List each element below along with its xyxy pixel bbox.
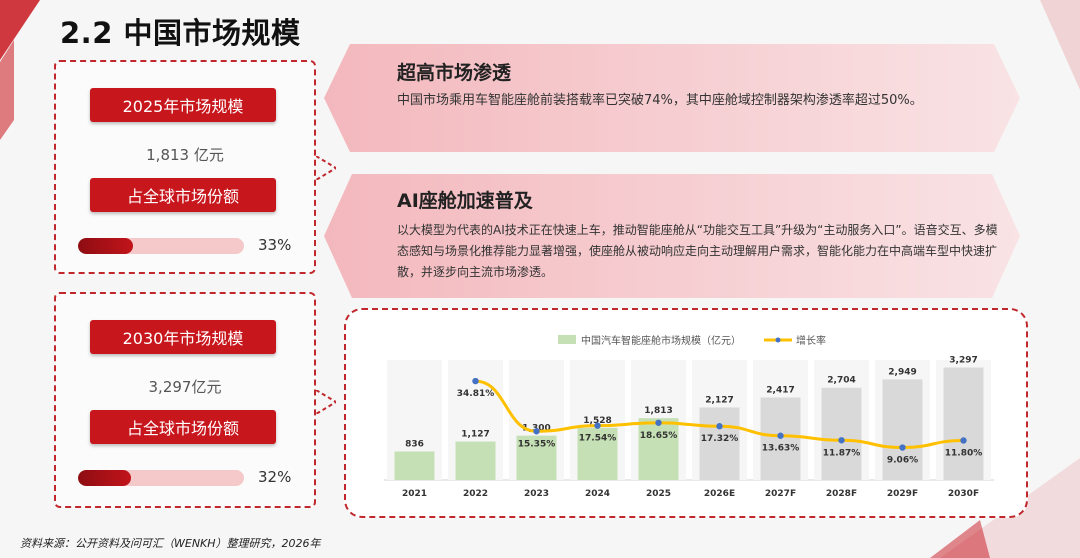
stat-box-2025: 2025年市场规模 1,813 亿元 占全球市场份额 33% — [54, 60, 336, 274]
chart-bar — [821, 387, 862, 480]
chart-growth-label: 13.63% — [762, 444, 800, 454]
chart-growth-label: 11.80% — [945, 448, 983, 458]
market-size-chart: 中国汽车智能座舱市场规模（亿元） 增长率 8361,1271,3001,5281… — [344, 308, 1028, 518]
callout-pointer — [316, 156, 336, 180]
banner-market-penetration: 超高市场渗透 中国市场乘用车智能座舱前装搭载率已突破74%，其中座舱域控制器架构… — [322, 44, 1022, 152]
banner-title: AI座舱加速普及 — [397, 190, 533, 212]
chart-legend: 中国汽车智能座舱市场规模（亿元） 增长率 — [558, 334, 826, 347]
chart-x-tick-label: 2022 — [463, 489, 488, 499]
chart-bar — [577, 427, 618, 480]
chart-growth-point — [594, 422, 601, 429]
chart-x-tick-label: 2025 — [646, 489, 671, 499]
banner-shape — [324, 174, 1020, 298]
chart-growth-label: 17.32% — [701, 434, 739, 444]
chart-x-tick-label: 2024 — [585, 489, 610, 499]
market-size-2030-value: 3,297亿元 — [148, 378, 222, 396]
legend-marker-growth-rate — [775, 337, 781, 343]
chart-bar-value-label: 1,813 — [644, 406, 672, 416]
market-size-2030-label: 2030年市场规模 — [90, 320, 276, 354]
chart-growth-label: 9.06% — [887, 456, 918, 466]
chart-x-tick-label: 2021 — [402, 489, 427, 499]
banner-title: 超高市场渗透 — [397, 62, 512, 84]
source-note: 资料来源：公开资料及问可汇（WENKH）整理研究，2026年 — [20, 537, 321, 550]
market-size-2025-value: 1,813 亿元 — [146, 146, 224, 164]
chart-growth-point — [777, 432, 784, 439]
chart-bar-value-label: 2,127 — [705, 395, 733, 405]
chart-bar-value-label: 1,127 — [461, 430, 489, 440]
chart-x-tick-label: 2023 — [524, 489, 549, 499]
legend-swatch-market-size — [558, 335, 576, 344]
global-share-2030-bar — [78, 470, 244, 486]
chart-growth-label: 15.35% — [518, 439, 556, 449]
chart-growth-label: 11.87% — [823, 448, 861, 458]
chart-growth-point — [899, 444, 906, 451]
chart-bar — [699, 407, 740, 480]
legend-label-growth-rate: 增长率 — [796, 334, 826, 347]
chart-growth-point — [472, 377, 479, 385]
global-share-2025-bar-fill — [78, 238, 133, 254]
chart-x-tick-label: 2029F — [887, 489, 918, 499]
market-size-2025-label: 2025年市场规模 — [90, 88, 276, 122]
page-title: 2.2 中国市场规模 — [60, 16, 301, 50]
chart-canvas: 中国汽车智能座舱市场规模（亿元） 增长率 8361,1271,3001,5281… — [384, 334, 994, 499]
global-share-2030-bar-fill — [78, 470, 132, 486]
chart-bar-value-label: 1,528 — [583, 416, 611, 426]
chart-bar — [455, 441, 496, 480]
chart-x-tick-label: 2026E — [704, 489, 735, 499]
chart-growth-label: 18.65% — [640, 431, 678, 441]
chart-growth-label: 17.54% — [579, 434, 617, 444]
legend-label-market-size: 中国汽车智能座舱市场规模（亿元） — [581, 334, 741, 347]
banner-text: 以大模型为代表的AI技术正在快速上车，推动智能座舱从“功能交互工具”升级为“主动… — [397, 223, 998, 279]
chart-growth-point — [655, 419, 662, 426]
chart-growth-point — [960, 437, 967, 444]
banner-text: 中国市场乘用车智能座舱前装搭载率已突破74%，其中座舱域控制器架构渗透率超过50… — [397, 93, 923, 108]
chart-bar — [394, 451, 435, 480]
callout-pointer — [316, 390, 336, 414]
banner-ai-cockpit: AI座舱加速普及 以大模型为代表的AI技术正在快速上车，推动智能座舱从“功能交互… — [322, 174, 1022, 298]
global-share-2025-bar — [78, 238, 244, 254]
chart-x-tick-label: 2028F — [826, 489, 857, 499]
global-share-2025-value: 33% — [258, 236, 292, 254]
chart-bar-value-label: 836 — [405, 439, 424, 449]
chart-x-tick-label: 2030F — [948, 489, 979, 499]
chart-bar-value-label: 2,417 — [766, 386, 794, 396]
global-share-2025-label: 占全球市场份额 — [90, 178, 276, 212]
chart-growth-label: 34.81% — [457, 389, 495, 399]
chart-bar — [638, 418, 679, 480]
chart-x-tick-label: 2027F — [765, 489, 796, 499]
stat-box-2030: 2030年市场规模 3,297亿元 占全球市场份额 32% — [54, 292, 336, 508]
global-share-2030-label: 占全球市场份额 — [90, 410, 276, 444]
chart-bar — [882, 379, 923, 480]
chart-bar — [516, 435, 557, 480]
chart-growth-point — [716, 423, 723, 430]
chart-bar-value-label: 3,297 — [949, 356, 977, 366]
global-share-2030-value: 32% — [258, 468, 292, 486]
banner-shape — [324, 44, 1020, 152]
chart-bar-value-label: 2,704 — [827, 376, 855, 386]
chart-growth-point — [533, 428, 540, 435]
chart-bar — [943, 367, 984, 480]
chart-bar-value-label: 2,949 — [888, 367, 916, 377]
chart-growth-point — [838, 437, 845, 444]
